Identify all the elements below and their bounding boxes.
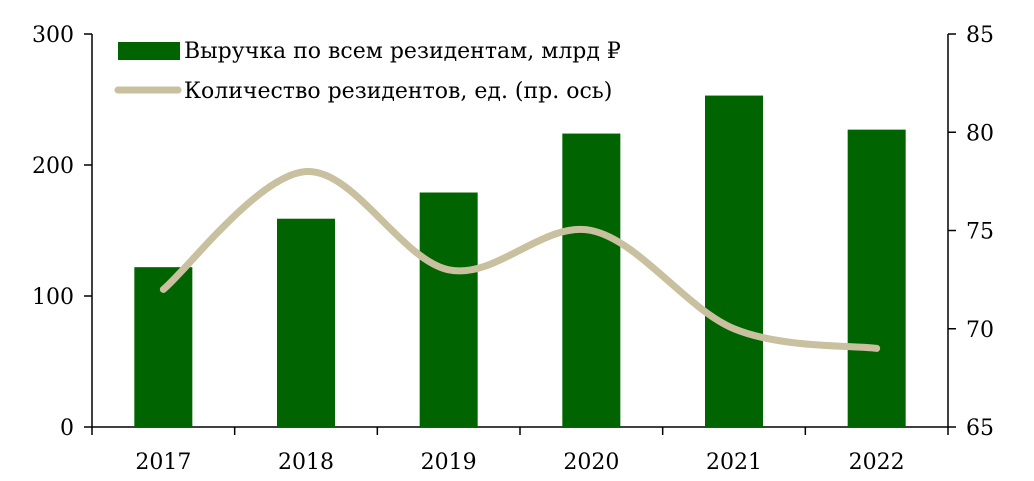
legend-label-revenue: Выручка по всем резидентам, млрд ₽ — [184, 39, 621, 64]
bar-2020 — [562, 133, 621, 427]
y-left-tick-label: 0 — [60, 416, 74, 441]
legend-label-residents: Количество резидентов, ед. (пр. ось) — [184, 79, 612, 104]
legend-bar-swatch — [118, 42, 180, 60]
bars — [134, 95, 906, 427]
y-right-tick-label: 70 — [966, 318, 994, 343]
bar-2017 — [134, 267, 193, 427]
y-left-tick-label: 100 — [32, 285, 74, 310]
x-tick-label: 2022 — [849, 450, 905, 475]
bar-2019 — [419, 192, 478, 427]
x-tick-label: 2019 — [421, 450, 477, 475]
x-tick-label: 2020 — [563, 450, 619, 475]
y-right-tick-label: 75 — [966, 220, 994, 245]
y-right-tick-label: 80 — [966, 121, 994, 146]
x-tick-label: 2021 — [706, 450, 762, 475]
y-left-tick-label: 300 — [32, 23, 74, 48]
x-tick-label: 2017 — [135, 450, 191, 475]
line-layer — [159, 168, 881, 352]
bar-2018 — [277, 218, 335, 427]
bar-2022 — [847, 129, 906, 427]
legend: Выручка по всем резидентам, млрд ₽ Колич… — [114, 39, 621, 104]
y-right-tick-label: 85 — [966, 23, 994, 48]
y-left-tick-label: 200 — [32, 154, 74, 179]
axes: 0 100 200 300 65 70 75 80 85 2017 2018 2019 2020 2021… — [32, 23, 994, 475]
x-tick-label: 2018 — [278, 450, 334, 475]
y-right-tick-label: 65 — [966, 416, 994, 441]
residents-line — [159, 168, 881, 352]
bar-2021 — [705, 95, 763, 427]
